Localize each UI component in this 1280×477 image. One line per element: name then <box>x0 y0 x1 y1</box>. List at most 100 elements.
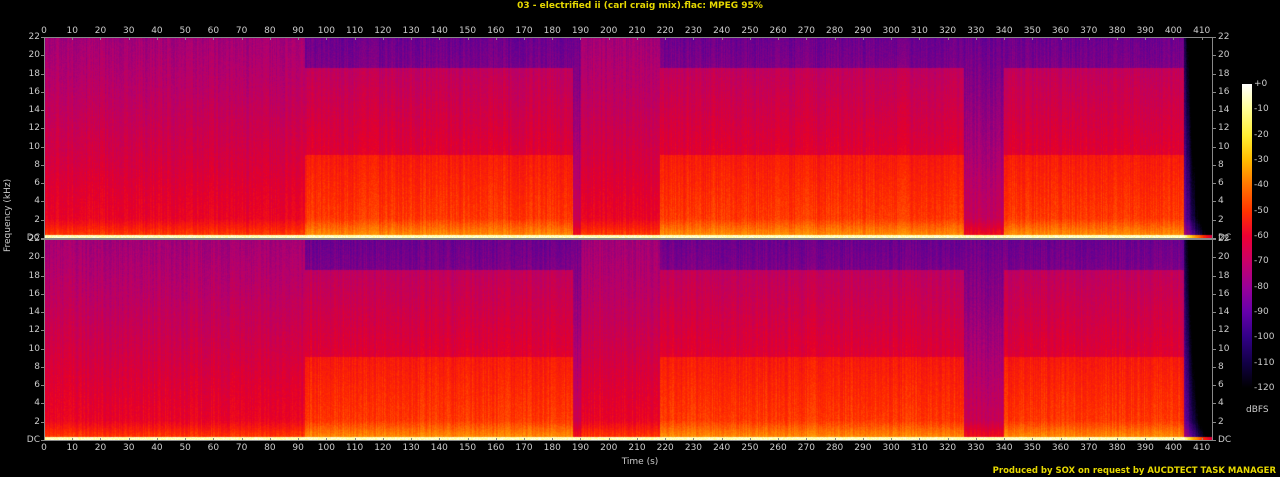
x-tick <box>44 438 45 441</box>
y-tick-label-right: 10 <box>1218 343 1230 354</box>
y-tick-label-left: 18 <box>28 270 40 281</box>
x-tick-label-bottom: 250 <box>741 443 759 453</box>
x-tick-label-top: 140 <box>430 26 448 36</box>
x-tick <box>665 438 667 441</box>
y-tick <box>1213 275 1216 277</box>
y-tick <box>41 73 44 75</box>
x-tick <box>1088 37 1090 40</box>
x-tick-label-bottom: 370 <box>1080 443 1098 453</box>
y-tick-label-right: 12 <box>1218 325 1230 336</box>
x-tick-label-top: 180 <box>543 26 561 36</box>
y-tick-label-left: 4 <box>34 398 40 409</box>
x-tick-label-bottom: 310 <box>910 443 928 453</box>
x-tick-label-bottom: 320 <box>938 443 957 453</box>
colorbar-tick-label: -70 <box>1254 256 1269 267</box>
x-tick <box>156 438 158 441</box>
x-tick-label-top: 80 <box>264 26 276 36</box>
colorbar-tick-label: -40 <box>1254 180 1269 191</box>
x-tick-label-top: 190 <box>571 26 590 36</box>
x-tick <box>947 438 949 441</box>
y-tick <box>41 403 44 405</box>
y-tick <box>1213 183 1216 185</box>
x-tick <box>382 37 384 40</box>
y-tick <box>1213 366 1216 368</box>
x-tick <box>919 438 921 441</box>
x-tick-label-bottom: 140 <box>430 443 448 453</box>
x-tick <box>862 438 864 441</box>
x-tick <box>834 438 836 441</box>
x-tick <box>778 37 780 40</box>
colorbar-label: dBFS <box>1246 405 1269 415</box>
y-tick <box>1213 55 1216 57</box>
y-tick-label-right: 20 <box>1218 50 1230 61</box>
colorbar-tick-label: -120 <box>1254 383 1275 393</box>
y-tick-label-left: 20 <box>28 252 40 263</box>
colorbar-tick-label: -110 <box>1254 357 1275 368</box>
x-tick <box>891 438 893 441</box>
spectrogram-channel-1 <box>44 37 1213 239</box>
x-tick-label-top: 360 <box>1051 26 1070 36</box>
x-tick <box>354 438 356 441</box>
y-tick <box>1213 348 1216 350</box>
x-tick-label-bottom: 360 <box>1051 443 1070 453</box>
x-tick-label-bottom: 260 <box>769 443 787 453</box>
x-tick <box>608 37 610 40</box>
x-tick-label-bottom: 220 <box>656 443 674 453</box>
x-tick <box>1201 438 1203 441</box>
x-tick <box>1060 438 1062 441</box>
y-tick-label-left: 10 <box>28 141 40 152</box>
x-tick-label-bottom: 10 <box>66 443 78 453</box>
x-tick <box>721 37 723 40</box>
x-tick <box>919 37 921 40</box>
y-tick-label-left: 22 <box>28 234 40 244</box>
y-tick <box>1213 37 1216 38</box>
x-tick-label-bottom: 240 <box>713 443 731 453</box>
y-tick-label-left: DC <box>26 233 40 243</box>
x-tick-label-top: 290 <box>854 26 872 36</box>
y-tick <box>1213 110 1216 112</box>
x-tick <box>269 37 271 40</box>
x-tick <box>552 438 554 441</box>
x-tick <box>636 37 638 40</box>
x-tick <box>975 37 977 40</box>
y-tick <box>41 37 44 38</box>
y-tick <box>41 146 44 148</box>
x-tick <box>947 37 949 40</box>
y-tick-label-left: 2 <box>34 416 40 427</box>
y-tick-label-right: 6 <box>1218 178 1224 189</box>
spectrogram-canvas <box>45 38 1212 238</box>
x-tick <box>524 438 526 441</box>
x-tick <box>580 37 582 40</box>
y-tick-label-right: 6 <box>1218 380 1224 391</box>
x-tick-label-top: 350 <box>1023 26 1041 36</box>
x-tick-label-top: 0 <box>41 26 47 36</box>
x-tick <box>1004 438 1006 441</box>
y-tick <box>1213 201 1216 203</box>
y-tick <box>1213 219 1216 221</box>
x-tick <box>1145 438 1147 441</box>
x-tick-label-bottom: 160 <box>487 443 505 453</box>
y-tick <box>41 257 44 259</box>
x-tick-label-bottom: 390 <box>1136 443 1154 453</box>
y-tick-label-right: 12 <box>1218 123 1230 134</box>
x-tick-label-top: 340 <box>995 26 1013 36</box>
y-tick-label-right: 8 <box>1218 361 1224 372</box>
x-tick <box>411 37 413 40</box>
x-tick-label-bottom: 60 <box>207 443 220 453</box>
x-tick-label-top: 220 <box>656 26 674 36</box>
x-tick <box>185 37 187 40</box>
x-tick-label-top: 60 <box>207 26 220 36</box>
x-tick-label-top: 320 <box>938 26 957 36</box>
x-tick-label-top: 30 <box>122 26 135 36</box>
x-tick-label-bottom: 230 <box>684 443 703 453</box>
y-tick <box>41 128 44 130</box>
x-tick <box>156 37 158 40</box>
y-tick-label-right: 18 <box>1218 68 1230 79</box>
y-tick-label-left: 18 <box>28 68 40 79</box>
x-tick <box>241 37 243 40</box>
y-tick <box>1213 73 1216 75</box>
x-tick <box>326 438 328 441</box>
y-tick-label-left: 12 <box>28 325 40 336</box>
x-tick-label-bottom: 120 <box>374 443 392 453</box>
x-tick <box>128 438 130 441</box>
